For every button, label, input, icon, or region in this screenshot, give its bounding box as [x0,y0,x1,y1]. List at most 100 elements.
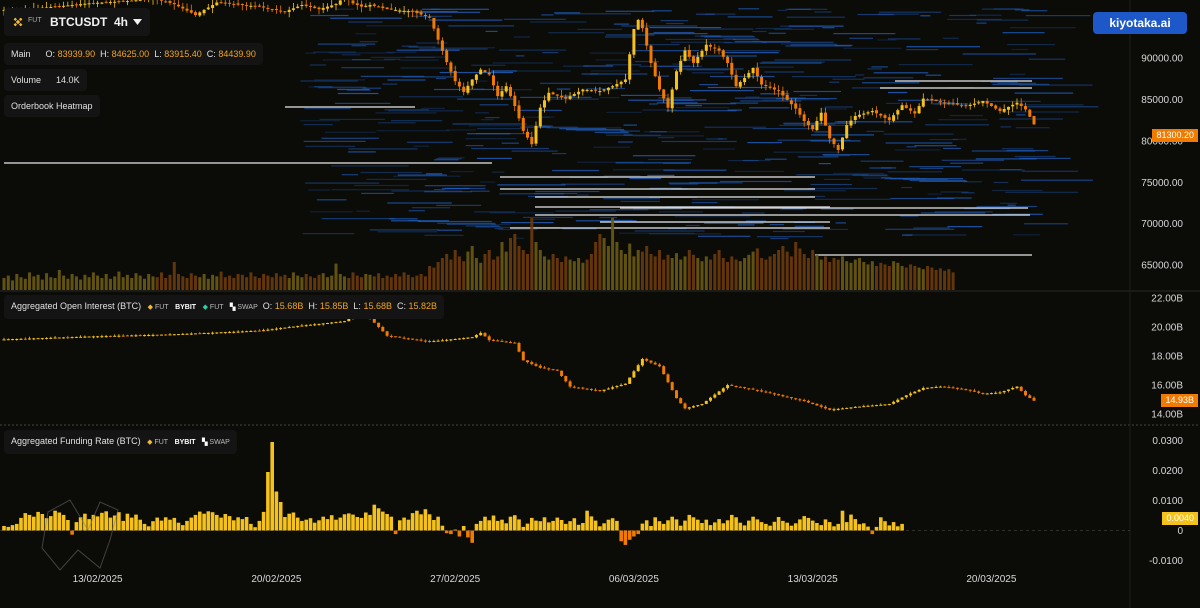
heatmap-cell [480,181,496,183]
candle-body [49,7,53,8]
heatmap-cell [949,14,977,17]
x-tick-label: 20/02/2025 [251,574,301,585]
heatmap-cell [457,98,514,100]
candle-body [1032,397,1036,401]
timeframe-selector[interactable]: 4h [114,15,129,29]
heatmap-cell [909,179,966,182]
volume-bar [479,262,483,290]
candle-body [134,0,138,2]
heatmap-cell [829,81,840,83]
funding-bar [274,491,279,531]
candle-body [262,330,266,332]
heatmap-cell [992,213,1043,215]
heatmap-cell [786,16,846,18]
high-label: H: [100,49,110,59]
funding-bar [840,510,845,531]
candle-body [658,364,661,367]
candle-body [287,9,291,12]
funding-bar [793,523,798,531]
symbol-selector[interactable]: FUT BTCUSDT 4h [4,8,150,36]
heatmap-cell [900,215,919,217]
candle-body [240,331,244,333]
heatmap-cell [348,151,376,153]
funding-bar [661,523,666,531]
candle-body [870,405,874,407]
heatmap-cell [341,174,359,176]
volume-bar [423,276,427,290]
heatmap-cell [515,55,525,57]
heatmap-cell [396,49,460,51]
heatmap-cell [914,145,957,147]
funding-bar [261,511,266,531]
heatmap-cell [422,8,489,10]
heatmap-cell [648,158,693,161]
heatmap-cell [470,80,488,82]
chevron-down-icon[interactable] [133,19,142,25]
volume-bar [534,242,538,290]
candle-body [649,360,653,363]
volume-bar [943,270,947,290]
candle-body [917,106,921,114]
heatmap-cell [741,212,765,214]
heatmap-cell [723,38,758,40]
volume-bar [360,277,363,290]
candle-body [649,45,653,63]
volume-bar [538,250,542,290]
volume-bar [83,274,87,290]
candle-body [360,4,363,7]
candle-body [402,337,406,339]
heatmap-cell [593,146,630,148]
candle-body [538,107,542,127]
candle-body [104,1,108,3]
candle-body [670,382,674,391]
candle-body [194,333,197,335]
heatmap-cell [692,199,760,201]
heatmap-cell [950,162,984,164]
funding-bar [666,520,670,531]
heatmap-cell [387,79,426,81]
volume-bar [108,278,112,290]
heatmap-cell [305,145,356,147]
heatmap-cell [471,64,506,66]
candle-body [177,334,180,336]
heatmap-cell [313,51,356,53]
funding-bar [215,514,219,531]
funding-bar [619,530,623,542]
volume-bar [19,277,23,290]
candle-body [943,386,947,388]
volume-bar [266,275,270,290]
heatmap-cell [929,139,958,141]
funding-bar [100,512,104,531]
candle-body [832,409,836,411]
funding-bar [308,518,313,531]
volume-bar [143,278,146,290]
candle-body [45,337,49,339]
heatmap-cell [742,159,759,162]
funding-bar [789,525,794,531]
heatmap-cell [366,25,433,27]
exchange-binance-icon: ◆ FUT [147,304,169,311]
heatmap-cell [302,233,355,235]
heatmap-cell [790,44,838,46]
funding-bar [896,526,900,531]
heatmap-cell [511,150,558,152]
candle-body [423,340,427,342]
heatmap-cell [647,174,675,176]
heatmap-cell [913,227,950,229]
heatmap-cell [680,59,696,61]
candle-body [215,2,219,6]
heatmap-cell [740,100,802,102]
candle-body [509,87,512,97]
candle-body [334,4,338,6]
candle-body [755,67,759,77]
candle-body [785,396,789,398]
volume-bar [74,276,78,290]
exchange-okx-icon: ▚ SWAP [202,439,230,446]
funding-bar [202,513,206,531]
funding-bar [427,514,432,531]
funding-bar [559,520,564,531]
heatmap-cell [818,163,831,165]
funding-bar [691,517,696,531]
funding-bar [517,519,521,531]
